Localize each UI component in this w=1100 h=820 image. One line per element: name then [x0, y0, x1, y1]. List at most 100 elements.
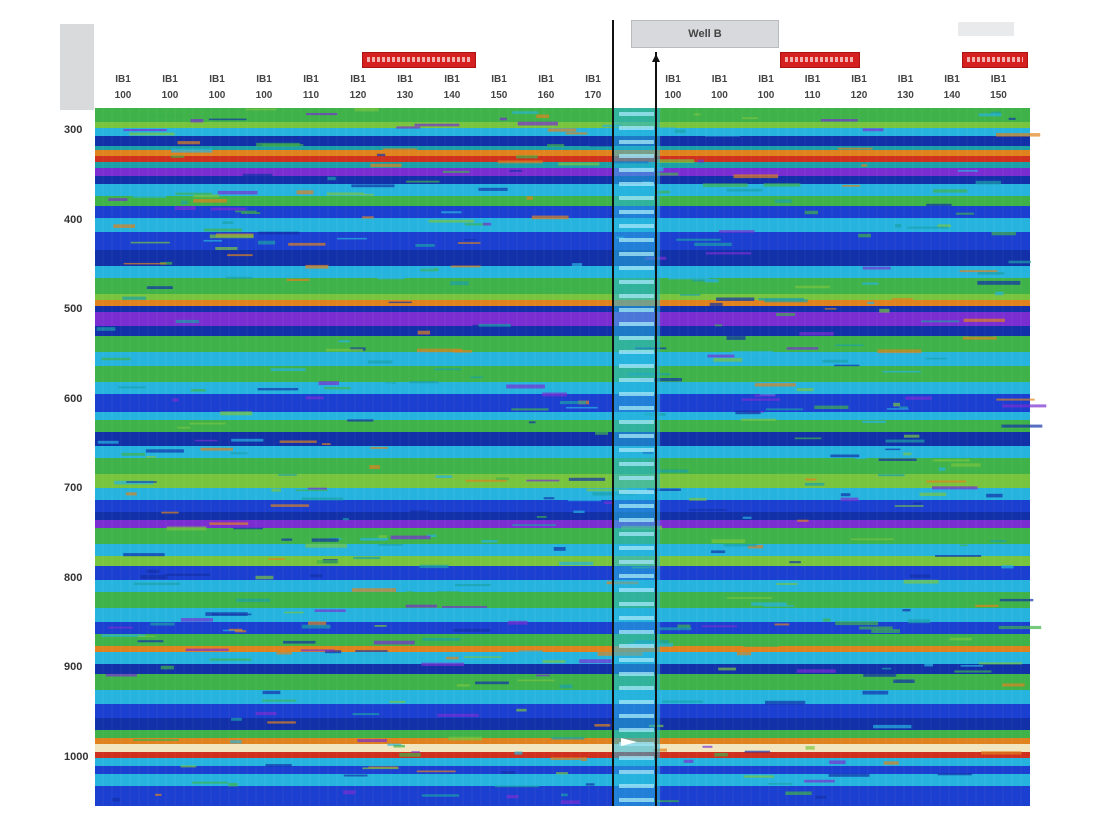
texture-streak: [205, 612, 248, 616]
texture-streak: [175, 192, 212, 195]
trace-header-bottom: 100: [114, 90, 132, 101]
well-log-tick: [619, 560, 654, 564]
well-log-tick: [619, 126, 654, 130]
texture-streak: [579, 659, 612, 664]
texture-streak: [456, 684, 470, 687]
texture-streak: [765, 408, 803, 411]
texture-streak: [899, 406, 908, 409]
texture-streak: [818, 599, 836, 603]
texture-streak: [508, 620, 528, 625]
texture-streak: [799, 613, 816, 615]
texture-streak: [123, 553, 165, 557]
texture-streak: [977, 280, 1021, 285]
well-log-tick: [619, 434, 654, 438]
texture-streak: [112, 797, 120, 802]
texture-streak: [737, 651, 752, 656]
trace-header-bottom: 150: [990, 90, 1007, 101]
texture-streak: [101, 357, 131, 361]
texture-streak: [314, 609, 346, 612]
texture-streak: [301, 624, 331, 629]
texture-streak: [517, 679, 555, 682]
color-scale-tab[interactable]: [60, 24, 94, 110]
texture-streak: [517, 121, 558, 126]
texture-streak: [565, 406, 598, 409]
horizon-band: [95, 474, 1030, 488]
horizon-band: [95, 218, 1030, 232]
texture-streak: [573, 510, 585, 513]
well-log-tick: [619, 518, 654, 522]
texture-streak: [674, 129, 686, 133]
trace-header-bottom: 100: [757, 90, 775, 101]
texture-streak: [388, 301, 412, 304]
texture-streak: [123, 129, 167, 132]
texture-streak: [270, 504, 309, 507]
texture-streak: [359, 700, 400, 705]
texture-streak: [416, 770, 456, 773]
horizon-band: [95, 690, 1030, 704]
well-log-tick: [619, 350, 654, 354]
texture-streak: [589, 144, 614, 147]
texture-streak: [765, 700, 806, 705]
well-log-tick: [619, 378, 654, 382]
texture-streak: [355, 650, 388, 652]
well-log-tick: [619, 308, 654, 312]
horizon-band: [95, 128, 1030, 136]
texture-streak: [230, 740, 242, 744]
texture-streak: [437, 289, 482, 292]
well-log-tick: [619, 728, 654, 732]
texture-streak: [913, 502, 923, 505]
texture-streak: [378, 535, 387, 539]
texture-streak: [301, 497, 344, 501]
texture-streak: [602, 124, 622, 128]
texture-streak: [540, 287, 580, 291]
texture-streak: [177, 141, 200, 145]
texture-streak: [668, 277, 709, 280]
texture-streak: [585, 783, 595, 786]
texture-streak: [241, 200, 281, 204]
texture-streak: [190, 119, 204, 123]
texture-streak: [496, 477, 509, 481]
horizon-band: [95, 458, 1030, 474]
texture-streak: [369, 465, 380, 469]
texture-streak: [494, 785, 540, 788]
texture-streak: [999, 598, 1034, 602]
texture-streak: [405, 604, 438, 608]
well-log-tick: [619, 658, 654, 662]
texture-streak: [878, 474, 905, 477]
texture-streak: [421, 388, 454, 392]
texture-streak: [654, 469, 689, 473]
texture-streak: [334, 296, 351, 301]
texture-streak: [300, 649, 335, 652]
trace-header-top: IB1: [585, 74, 601, 85]
texture-streak: [203, 239, 222, 242]
texture-streak: [235, 210, 257, 213]
texture-streak: [797, 519, 809, 522]
horizon-band: [95, 122, 1030, 128]
trace-header-top: IB1: [491, 74, 507, 85]
texture-streak: [254, 462, 270, 464]
texture-streak: [125, 492, 137, 496]
trace-header-top: IB1: [665, 74, 681, 85]
horizon-band: [95, 352, 1030, 366]
texture-streak: [862, 420, 886, 423]
texture-streak: [373, 640, 415, 645]
trace-header-bottom: 140: [943, 90, 961, 101]
texture-streak: [414, 123, 460, 127]
texture-streak: [170, 155, 185, 158]
texture-streak: [805, 478, 817, 481]
texture-streak: [281, 538, 293, 541]
texture-streak: [193, 194, 219, 198]
texture-streak: [863, 672, 897, 677]
texture-streak: [434, 368, 461, 371]
texture-streak: [262, 690, 281, 695]
texture-streak: [799, 332, 834, 336]
texture-streak: [308, 326, 320, 329]
texture-streak: [710, 287, 735, 290]
texture-streak: [411, 751, 420, 753]
texture-streak: [925, 357, 947, 360]
well-log-tick: [619, 364, 654, 368]
texture-streak: [414, 266, 435, 270]
trace-header-bottom: 110: [804, 90, 821, 101]
texture-streak: [677, 624, 691, 628]
